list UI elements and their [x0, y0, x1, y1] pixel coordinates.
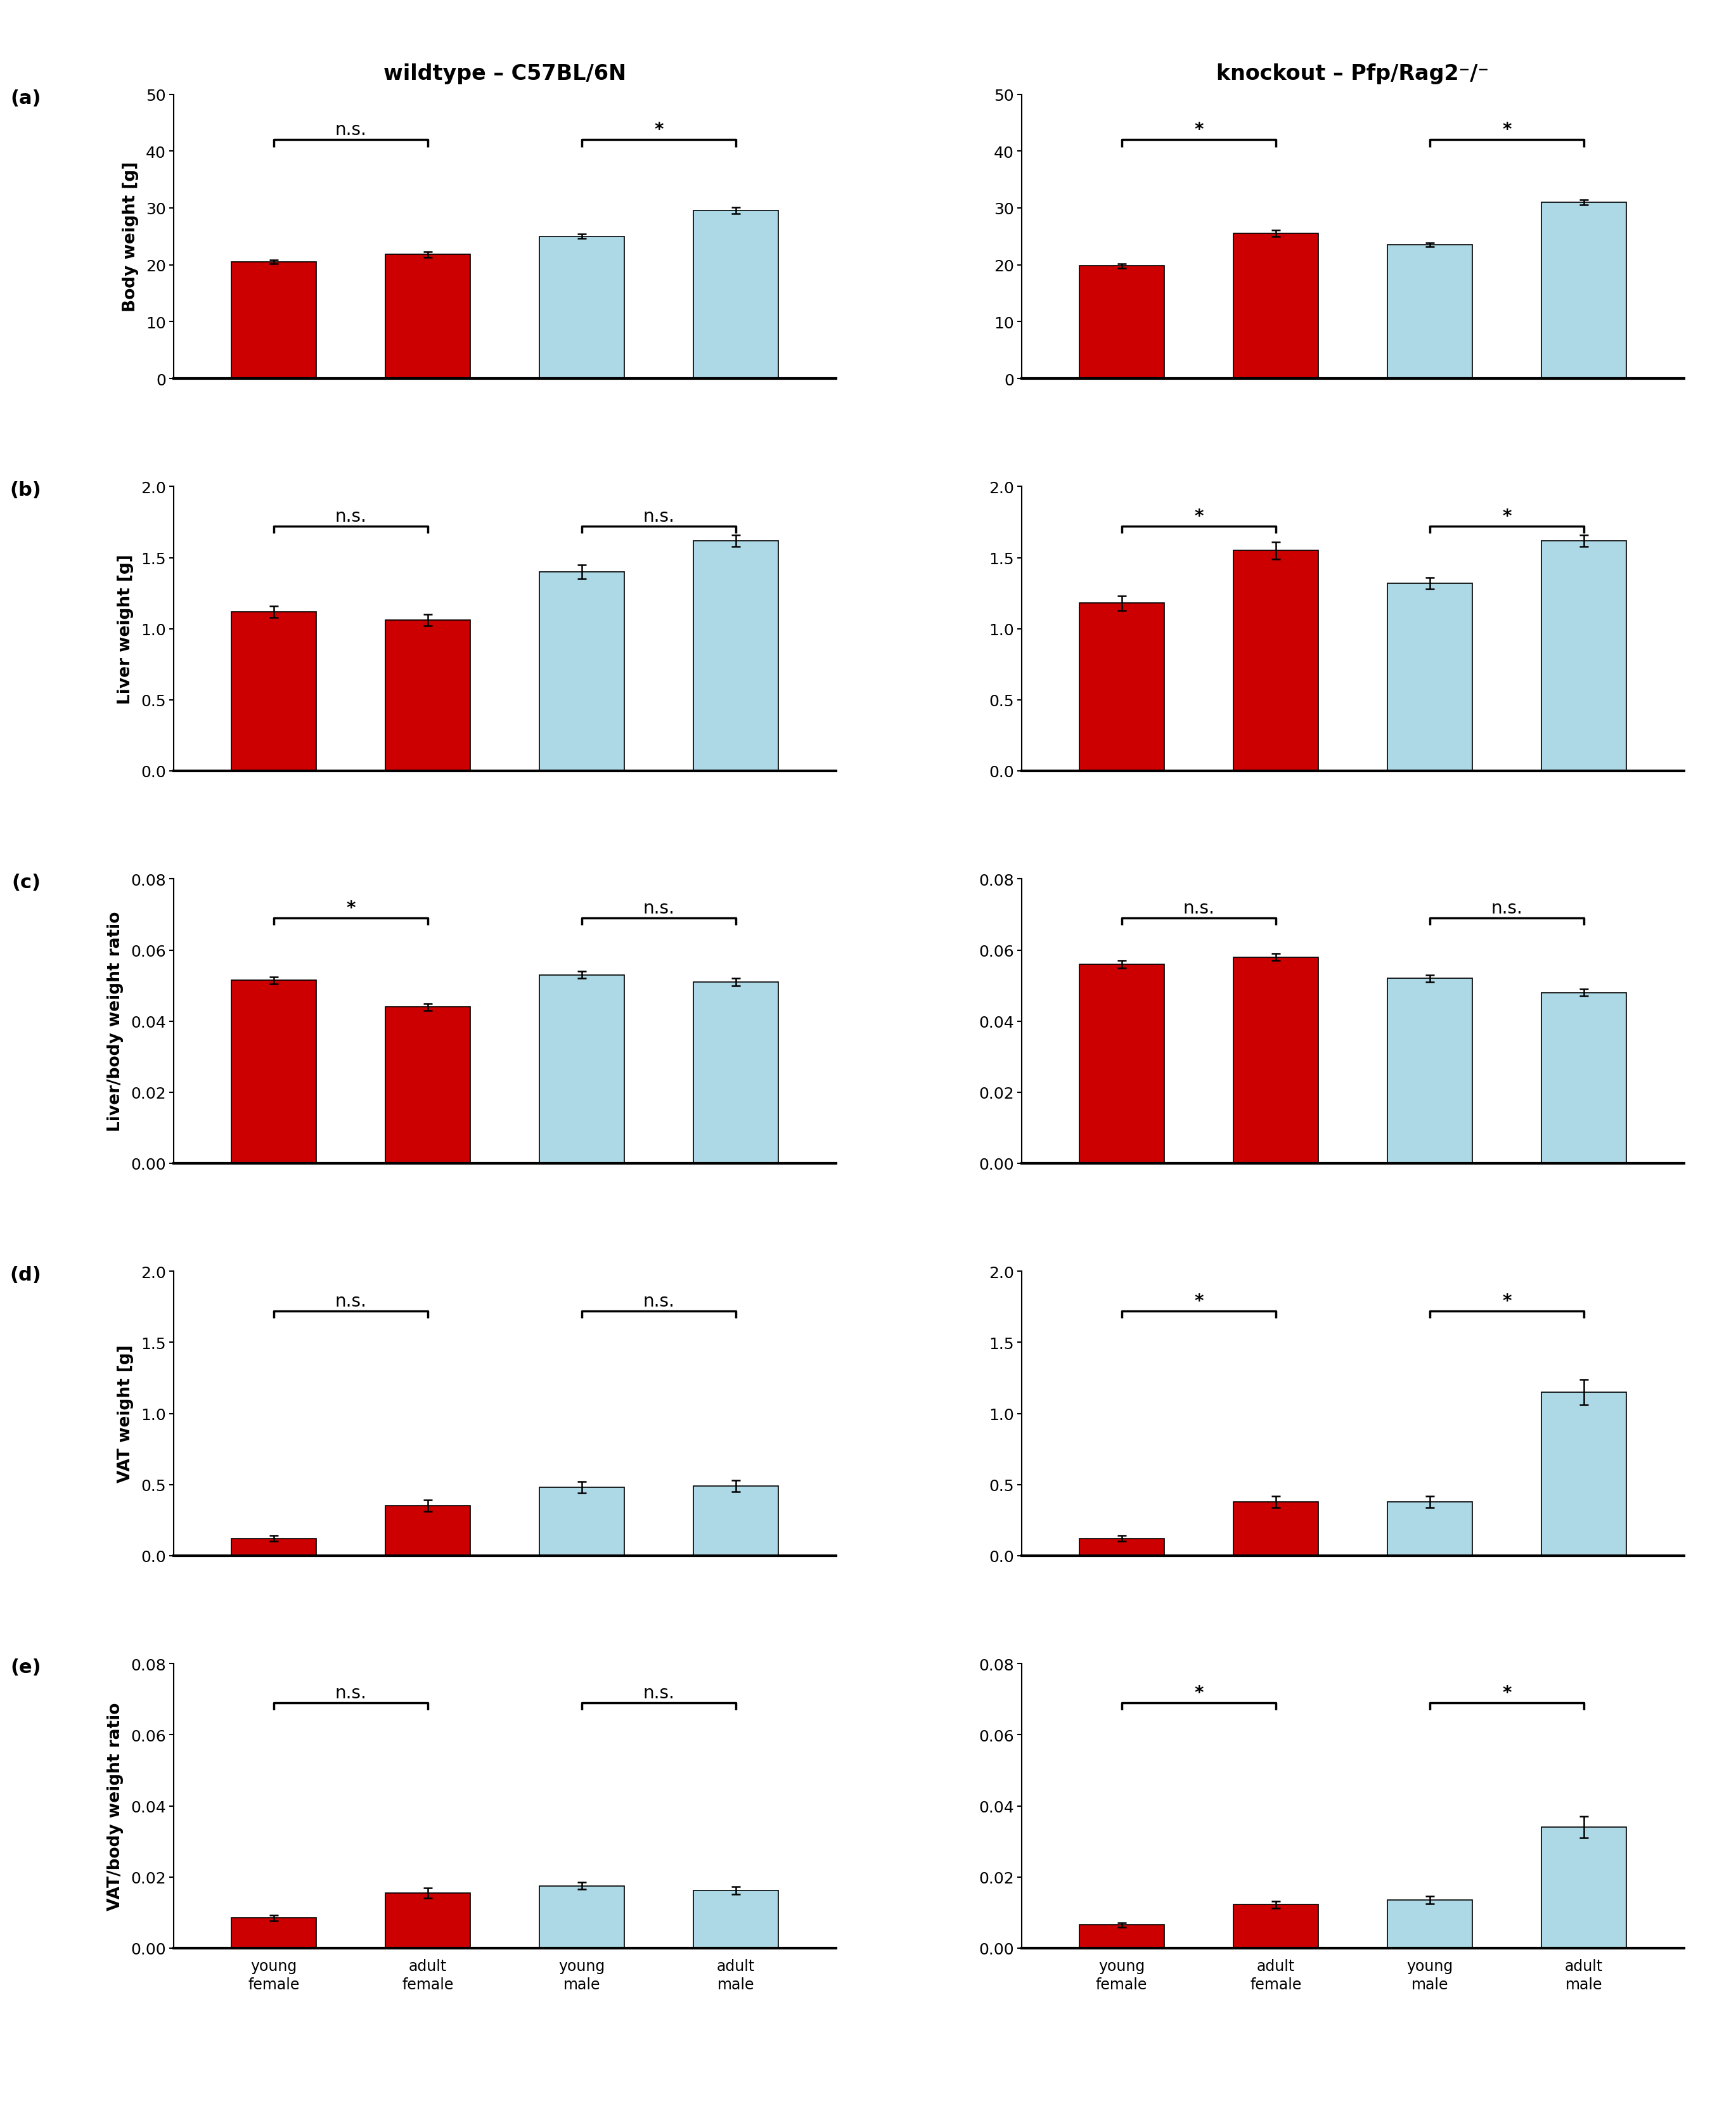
Y-axis label: VAT/body weight ratio: VAT/body weight ratio	[108, 1702, 123, 1910]
Bar	[1387, 979, 1472, 1163]
Text: *: *	[345, 899, 356, 916]
Bar	[693, 981, 778, 1163]
Text: (b): (b)	[10, 482, 42, 499]
Bar	[540, 975, 625, 1163]
Bar	[540, 1487, 625, 1556]
Text: n.s.: n.s.	[1491, 899, 1522, 916]
Text: (e): (e)	[10, 1657, 42, 1676]
Text: (a): (a)	[10, 88, 42, 107]
Bar	[1387, 246, 1472, 379]
Bar	[231, 613, 316, 771]
Bar	[1387, 1900, 1472, 1948]
Bar	[1387, 1502, 1472, 1556]
Text: *: *	[1502, 508, 1512, 524]
Text: n.s.: n.s.	[335, 120, 366, 139]
Bar	[1080, 1925, 1165, 1948]
Bar	[1542, 1392, 1627, 1556]
Text: n.s.: n.s.	[642, 1293, 675, 1310]
Bar	[1080, 604, 1165, 771]
Bar	[385, 1893, 470, 1948]
Y-axis label: VAT weight [g]: VAT weight [g]	[118, 1344, 134, 1483]
Text: n.s.: n.s.	[335, 1683, 366, 1702]
Bar	[231, 1539, 316, 1556]
Bar	[540, 1885, 625, 1948]
Bar	[1233, 234, 1318, 379]
Text: knockout – Pfp/Rag2⁻/⁻: knockout – Pfp/Rag2⁻/⁻	[1217, 63, 1489, 84]
Y-axis label: Liver/body weight ratio: Liver/body weight ratio	[108, 912, 123, 1131]
Text: *: *	[1194, 1683, 1203, 1702]
Text: *: *	[1502, 1683, 1512, 1702]
Bar	[1233, 958, 1318, 1163]
Text: n.s.: n.s.	[335, 1293, 366, 1310]
Bar	[540, 236, 625, 379]
Text: n.s.: n.s.	[642, 508, 675, 524]
Bar	[1080, 965, 1165, 1163]
Bar	[1542, 994, 1627, 1163]
Y-axis label: Body weight [g]: Body weight [g]	[123, 162, 139, 312]
Text: n.s.: n.s.	[642, 899, 675, 916]
Text: *: *	[1194, 508, 1203, 524]
Text: *: *	[1194, 1293, 1203, 1310]
Bar	[1542, 1828, 1627, 1948]
Bar	[1080, 267, 1165, 379]
Bar	[693, 541, 778, 771]
Bar	[693, 1487, 778, 1556]
Text: *: *	[1194, 120, 1203, 139]
Bar	[231, 1919, 316, 1948]
Bar	[1387, 583, 1472, 771]
Bar	[1080, 1539, 1165, 1556]
Y-axis label: Liver weight [g]: Liver weight [g]	[118, 554, 134, 703]
Bar	[1542, 541, 1627, 771]
Bar	[385, 621, 470, 771]
Bar	[540, 573, 625, 771]
Text: *: *	[654, 120, 663, 139]
Bar	[231, 263, 316, 379]
Text: (c): (c)	[12, 874, 42, 893]
Text: wildtype – C57BL/6N: wildtype – C57BL/6N	[384, 63, 627, 84]
Bar	[693, 1891, 778, 1948]
Text: *: *	[1502, 120, 1512, 139]
Bar	[231, 981, 316, 1163]
Text: n.s.: n.s.	[335, 508, 366, 524]
Text: (d): (d)	[10, 1266, 42, 1285]
Bar	[1542, 202, 1627, 379]
Text: *: *	[1502, 1293, 1512, 1310]
Bar	[1233, 1502, 1318, 1556]
Text: n.s.: n.s.	[1182, 899, 1215, 916]
Bar	[1233, 552, 1318, 771]
Bar	[385, 1506, 470, 1556]
Bar	[693, 211, 778, 379]
Text: n.s.: n.s.	[642, 1683, 675, 1702]
Bar	[385, 1007, 470, 1163]
Bar	[385, 255, 470, 379]
Bar	[1233, 1904, 1318, 1948]
